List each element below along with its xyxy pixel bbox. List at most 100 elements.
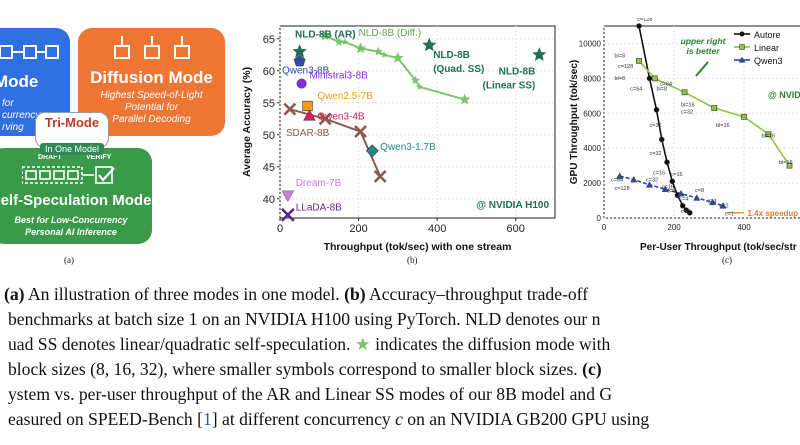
caption-text: ] at different concurrency [211, 409, 396, 429]
series-point-stroke [318, 112, 332, 126]
series-point [677, 189, 685, 197]
sub-line: for [2, 98, 14, 109]
point-label: c=64 [630, 87, 642, 93]
point-label: c=32 [650, 151, 662, 157]
data-point [292, 44, 307, 58]
series-point [636, 58, 642, 64]
series-point-stroke [283, 102, 297, 116]
caption-var: c [395, 409, 403, 429]
point-label: bl=8 [615, 53, 626, 59]
series-point [679, 203, 686, 209]
citation-link[interactable]: 1 [202, 409, 212, 429]
label-qwen25: Qwen2.5-7B [317, 91, 373, 102]
point-label: c=16 [662, 184, 674, 190]
series-point [661, 185, 669, 192]
series-point [765, 131, 772, 138]
point-label: bl=16 [762, 134, 776, 140]
caption-line-1: (a) An illustration of three modes in on… [4, 282, 800, 307]
point-label: c=64 [660, 81, 672, 87]
autoregressive-mode-sub: for currency rving [2, 98, 40, 134]
y-axis-label: Average Accuracy (%) [241, 67, 253, 177]
caption-text: block sizes (8, 16, 32), where smaller s… [8, 359, 583, 379]
series-point [354, 125, 367, 139]
caption-label-b: (b) [344, 284, 366, 304]
series-line [638, 25, 691, 214]
series-point [664, 159, 670, 165]
series-point [646, 75, 653, 82]
sub-line: Highest Speed-of-Light [100, 90, 203, 101]
data-point-stroke [280, 207, 295, 222]
figure-caption: (a) An illustration of three modes in on… [4, 282, 800, 432]
caption-text: uad SS denotes linear/quadratic self-spe… [8, 334, 355, 354]
self-speculation-mode-sub: Best for Low-Concurrency Personal AI Inf… [0, 214, 152, 238]
y-tick-label: 45 [263, 162, 275, 174]
series-point [653, 107, 660, 113]
legend-marker [739, 31, 745, 37]
point-label: c=64 [611, 177, 623, 183]
series-line [619, 175, 724, 207]
legend-marker [739, 44, 745, 50]
in-one-model-label: In One Model [40, 143, 104, 155]
data-point [296, 78, 307, 89]
point-label: c=32 [650, 123, 662, 129]
tri-mode-badge: Tri-Mode In One Model [35, 112, 109, 155]
point-label: c=8 [695, 188, 704, 194]
series-point [786, 162, 793, 169]
point-label: c=2 [720, 204, 729, 210]
caption-label-a: (a) [4, 284, 25, 304]
caption-text: on an NVIDIA GB200 GPU using [402, 409, 650, 429]
y-tick-label: 8000 [583, 74, 601, 83]
sub-line: Best for Low-Concurrency [14, 215, 128, 225]
series-point [341, 38, 349, 45]
data-point [532, 47, 547, 61]
caption-text: An illustration of three modes in one mo… [24, 284, 345, 304]
data-point [280, 207, 295, 222]
x-axis-label: Per-User Throughput (tok/sec/str [640, 242, 797, 253]
data-point [302, 100, 313, 112]
legend-marker [738, 56, 746, 63]
y-tick-label: 6000 [583, 109, 601, 118]
x-tick-label: 200 [667, 223, 681, 232]
point-label: bl=8 [615, 76, 626, 82]
series-point [354, 42, 367, 54]
label-ministral: Ministral3-8B [309, 70, 368, 81]
y-tick-label: 65 [263, 34, 275, 46]
star-icon: ★ [354, 334, 371, 354]
caption-line-2: benchmarks at batch size 1 on an NVIDIA … [8, 309, 601, 329]
series-point [416, 83, 423, 90]
legend-label: Autore [754, 30, 781, 40]
y-tick-label: 60 [263, 66, 275, 78]
sub-line: rving [2, 122, 24, 133]
label-nld-diff: NLD-8B (Diff.) [359, 28, 422, 39]
series-point [380, 51, 388, 58]
y-tick-label: 55 [263, 98, 275, 110]
series-point [719, 202, 727, 209]
label-dream: Dream-7B [296, 178, 342, 189]
panel-c-label: (c) [722, 255, 732, 265]
legend-label: Qwen3 [754, 56, 783, 66]
series-point [658, 136, 665, 143]
caption-text: easured on SPEED-Bench [ [8, 409, 203, 429]
label-nld-lin-2: (Linear SS) [483, 81, 536, 92]
token-chain-icon [0, 45, 59, 59]
series-point [651, 75, 658, 82]
x-axis-label: Throughput (tok/sec) with one stream [324, 241, 512, 253]
series-point [319, 29, 331, 41]
point-label: c=32 [681, 109, 693, 115]
series-point [411, 75, 421, 85]
point-label: c=8 [667, 189, 676, 195]
data-point [281, 190, 295, 203]
caption-label-c: (c) [582, 359, 602, 379]
speedup-label: 1.4x speedup [748, 209, 799, 218]
hardware-annotation: @ NVIDIA H100 [476, 200, 549, 211]
series-point [669, 178, 676, 185]
annotation-is-better: is better [686, 46, 720, 56]
y-tick-label: 2000 [583, 179, 601, 188]
data-point [422, 37, 437, 52]
panel-a-label: (a) [64, 255, 74, 265]
series-point-stroke [373, 169, 387, 183]
x-tick-label: 600 [507, 223, 525, 235]
series-point [681, 89, 688, 96]
label-qwen3-8b: Qwen3-8B [282, 65, 330, 76]
y-tick-label: 40 [263, 194, 275, 206]
